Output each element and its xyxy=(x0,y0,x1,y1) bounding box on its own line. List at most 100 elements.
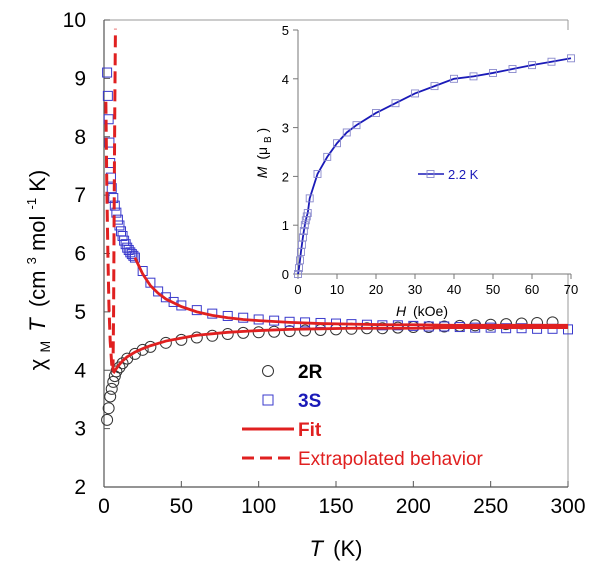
series-2r-point xyxy=(116,357,129,370)
inset-series-point xyxy=(391,99,400,108)
series-2r-point xyxy=(110,365,123,378)
main-x-tick-label: 150 xyxy=(318,495,353,518)
main-y-tick-label: 7 xyxy=(74,184,86,207)
main-y-tick-label: 9 xyxy=(74,67,86,90)
series-3s-point xyxy=(153,286,164,297)
inset-series-point xyxy=(372,109,380,117)
inset-series-point xyxy=(300,221,309,230)
inset-x-tick-label: 20 xyxy=(369,282,383,297)
series-3s-point xyxy=(126,249,137,260)
legend-2r-marker xyxy=(262,365,274,377)
inset-y-tick-label: 5 xyxy=(282,23,289,38)
main-y-tick-label: 3 xyxy=(74,418,86,441)
series-2r-point xyxy=(102,402,115,415)
main-y-tick-label: 4 xyxy=(74,359,86,382)
inset-plot: 0 10 20 30 40 50 60 70 0 1 2 3 4 5 2.2 K xyxy=(282,23,578,297)
inset-y-axis-unit-open: (μ xyxy=(254,147,270,160)
inset-y-tick-label: 0 xyxy=(282,267,289,282)
inset-x-tick-label: 0 xyxy=(294,282,301,297)
main-y-axis-sup1: 3 xyxy=(24,257,39,264)
series-3s-point xyxy=(423,321,434,332)
main-y-tick-label: 5 xyxy=(74,301,86,324)
series-3s-point xyxy=(129,252,140,263)
main-x-tick-label: 300 xyxy=(550,495,585,518)
inset-series-point xyxy=(547,57,556,66)
series-3s-point xyxy=(103,114,114,125)
main-legend: 2R 3S Fit Extrapolated behavior xyxy=(242,362,484,470)
inset-series-point xyxy=(352,121,361,130)
main-x-axis-var: T xyxy=(310,536,325,561)
inset-x-tick-label: 10 xyxy=(330,282,344,297)
main-y-axis-mid: mol xyxy=(25,216,50,251)
main-y-axis-sub: M xyxy=(37,341,53,353)
main-x-tick-label: 250 xyxy=(473,495,508,518)
inset-series-point xyxy=(508,65,517,73)
legend-3s-marker xyxy=(262,394,274,406)
inset-series-point xyxy=(296,256,304,265)
legend-2r-label: 2R xyxy=(298,362,323,383)
main-y-tick-label: 8 xyxy=(74,126,86,149)
main-y-tick-label: 6 xyxy=(74,243,86,266)
inset-y-tick-label: 3 xyxy=(282,121,289,136)
inset-series-point xyxy=(333,139,341,148)
main-x-axis-label: T (K) xyxy=(310,536,363,561)
inset-x-tick-label: 70 xyxy=(564,282,578,297)
series-2r-point xyxy=(206,329,219,342)
series-3s-point xyxy=(106,183,117,194)
main-y-axis-var: χ xyxy=(25,358,50,370)
inset-legend-label: 2.2 K xyxy=(448,167,479,182)
main-y-axis-var2: T xyxy=(25,317,50,332)
series-3s-point xyxy=(111,207,122,218)
series-extrapolated-behavior-line xyxy=(104,28,117,372)
series-2r-point xyxy=(283,325,296,338)
inset-series-point xyxy=(342,128,351,137)
series-3s-point xyxy=(102,67,113,78)
inset-series-point xyxy=(489,68,497,77)
inset-x-tick-label: 60 xyxy=(525,282,539,297)
inset-series-point xyxy=(295,264,303,273)
series-fit-line xyxy=(133,256,568,327)
inset-series-point xyxy=(294,270,302,278)
inset-x-axis-label: H (kOe) xyxy=(396,303,448,319)
inset-x-axis-var: H xyxy=(396,303,407,319)
inset-x-tick-label: 40 xyxy=(447,282,461,297)
inset-series-point xyxy=(313,170,322,178)
inset-y-axis-close: ) xyxy=(254,128,270,133)
series-2r-point xyxy=(104,390,117,403)
series-2r-point xyxy=(515,317,528,330)
legend-3s-label: 3S xyxy=(298,391,321,412)
inset-x-tick-label: 50 xyxy=(486,282,500,297)
inset-series-point xyxy=(323,152,332,161)
inset-series-point xyxy=(528,61,536,70)
inset-y-tick-label: 4 xyxy=(282,72,289,87)
series-3s-point xyxy=(128,250,139,261)
inset-series-point xyxy=(411,89,419,98)
inset-series-point xyxy=(305,194,314,203)
inset-background xyxy=(298,30,571,274)
inset-series-point xyxy=(298,233,307,242)
main-y-tick-label: 10 xyxy=(63,9,86,32)
series-2r-point xyxy=(268,325,281,338)
inset-y-axis-label: M (μ B ) xyxy=(254,128,274,178)
main-y-axis-label: χ M T (cm 3 mol -1 K) xyxy=(16,170,55,370)
inset-series-point xyxy=(567,54,575,63)
inset-y-tick-label: 1 xyxy=(282,218,289,233)
inset-x-tick-label: 30 xyxy=(408,282,422,297)
series-2r-point xyxy=(105,382,118,395)
main-x-tick-label: 50 xyxy=(170,495,193,518)
inset-series-point xyxy=(469,72,478,81)
main-y-tick-label: 2 xyxy=(74,476,86,499)
main-x-tick-label: 0 xyxy=(98,495,110,518)
main-x-tick-label: 200 xyxy=(396,495,431,518)
main-y-axis-sup2: -1 xyxy=(24,198,39,210)
inset-series-point xyxy=(430,82,439,91)
inset-y-axis-sub: B xyxy=(263,136,274,143)
legend-extrapolated-behavior-label: Extrapolated behavior xyxy=(298,449,484,470)
inset-y-axis-var: M xyxy=(254,166,270,178)
series-3s-point xyxy=(102,90,113,101)
main-x-axis-unit: (K) xyxy=(333,536,362,561)
inset-legend-marker xyxy=(426,170,435,178)
legend-fit-label: Fit xyxy=(298,420,322,441)
